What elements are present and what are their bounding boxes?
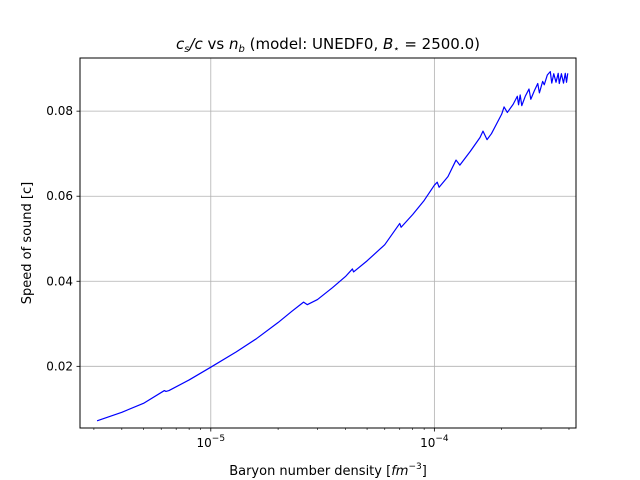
y-axis-label: Speed of sound [c] bbox=[20, 182, 35, 304]
x-tick-label: 10−4 bbox=[420, 434, 449, 450]
x-tick-label: 10−5 bbox=[197, 434, 226, 450]
plot-frame bbox=[79, 57, 577, 429]
y-tick-label: 0.02 bbox=[46, 359, 73, 373]
series-line bbox=[96, 71, 569, 422]
y-tick-label: 0.08 bbox=[46, 104, 73, 118]
chart-title: cs/c vs nb (model: UNEDF0, B⋆ = 2500.0) bbox=[176, 35, 480, 55]
x-axis-label: Baryon number density [fm−3] bbox=[229, 462, 427, 479]
y-tick-label: 0.06 bbox=[46, 189, 73, 203]
grid bbox=[80, 58, 576, 428]
ticks: 0.02 0.04 0.06 0.08 10−5 10−4 bbox=[46, 104, 570, 450]
series-layer bbox=[96, 71, 569, 422]
y-tick-label: 0.04 bbox=[46, 274, 73, 288]
